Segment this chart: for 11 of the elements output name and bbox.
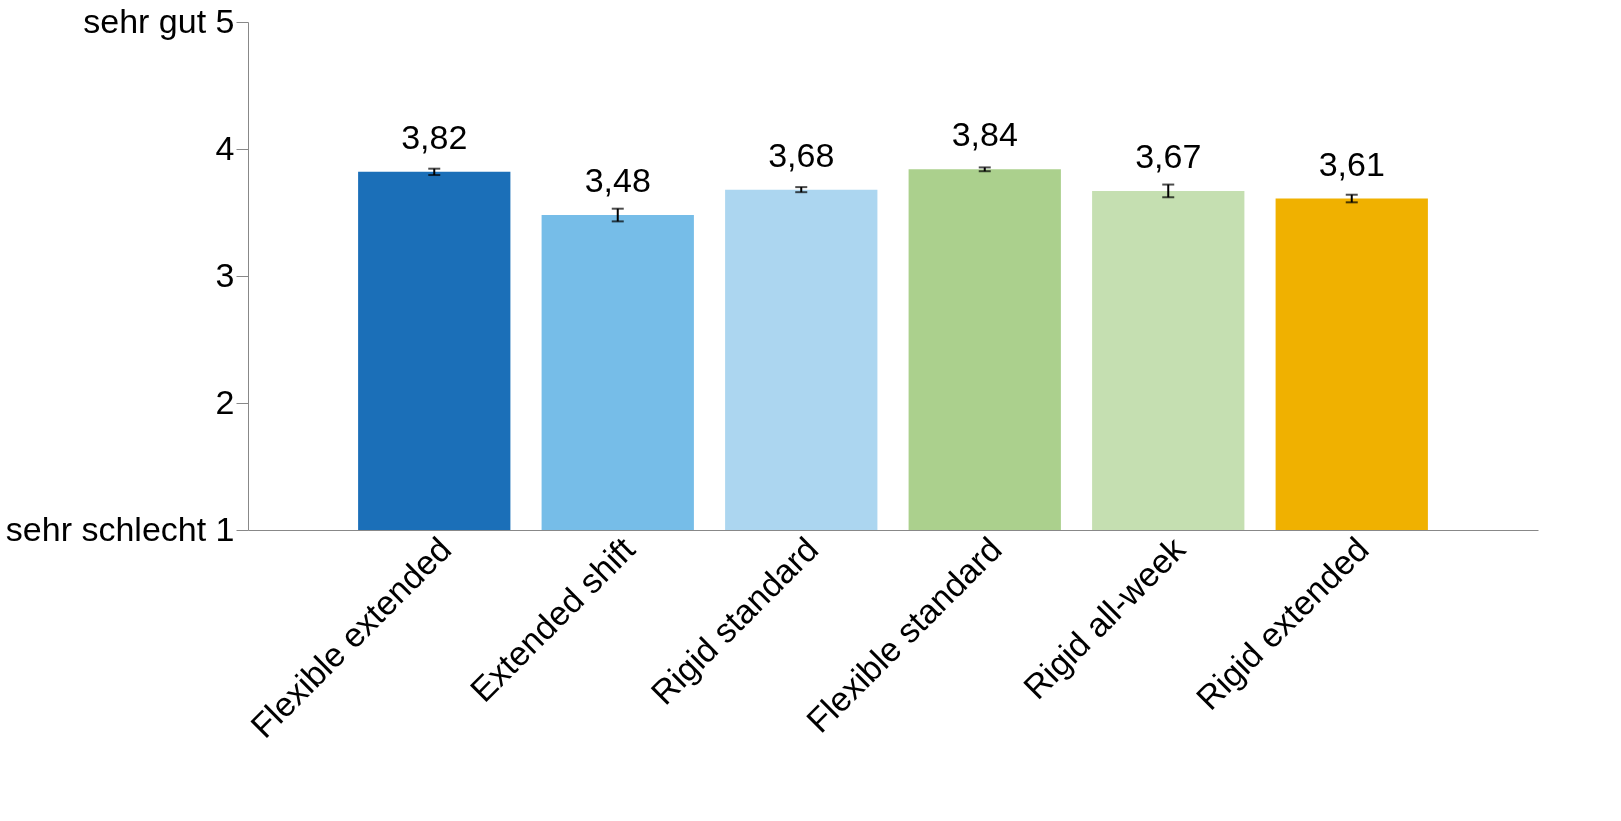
data-label: 3,82 — [401, 117, 468, 156]
y-tick-label: 3 — [215, 255, 235, 294]
y-tick-label: 2 — [215, 382, 235, 421]
data-label: 3,48 — [584, 161, 651, 200]
y-tick-label: sehr gut 5 — [83, 1, 235, 40]
y-tick-label: 4 — [215, 128, 235, 167]
data-label: 3,61 — [1318, 144, 1385, 183]
data-label: 3,67 — [1135, 136, 1202, 175]
y-tick-label: sehr schlecht 1 — [5, 509, 235, 548]
data-label: 3,84 — [951, 115, 1018, 154]
data-label: 3,68 — [768, 135, 835, 174]
